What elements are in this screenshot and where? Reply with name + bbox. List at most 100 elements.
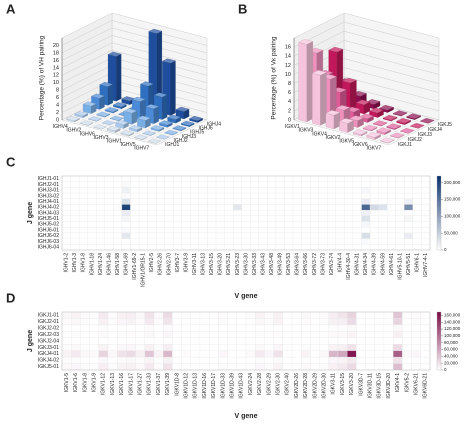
heat-cell xyxy=(255,350,265,358)
heat-cell xyxy=(327,221,337,228)
heat-cell xyxy=(135,337,145,345)
heat-cell xyxy=(284,192,294,199)
heat-cell xyxy=(310,324,320,332)
heat-cell xyxy=(198,227,208,234)
x-category-label: IGHV6 xyxy=(80,131,95,137)
heat-cell xyxy=(190,363,201,371)
bar-face xyxy=(66,116,80,122)
bar xyxy=(312,70,327,126)
bar xyxy=(325,110,341,130)
heat-cell xyxy=(412,238,422,245)
heat-cell xyxy=(369,215,379,222)
heat-cell xyxy=(245,344,256,351)
heat-cell xyxy=(395,238,405,245)
x-tick-label: IGHV7-4-1 xyxy=(423,253,429,277)
heat-cell xyxy=(224,198,234,205)
heat-cell xyxy=(374,344,385,351)
heat-cell xyxy=(284,181,294,188)
heat-cell xyxy=(412,175,422,182)
heat-cell xyxy=(284,198,294,205)
heat-cell xyxy=(144,344,155,351)
heat-cell xyxy=(138,221,148,228)
heat-cell xyxy=(255,344,265,351)
x-tick-label: IGHV3-33 xyxy=(252,253,258,275)
heat-cell xyxy=(61,187,71,194)
heat-cell xyxy=(378,244,388,251)
heat-cell xyxy=(207,221,217,228)
heat-cell xyxy=(199,344,210,351)
heat-cell xyxy=(70,204,80,211)
heat-cell xyxy=(411,324,421,332)
heat-cell xyxy=(301,318,311,326)
heat-cell xyxy=(250,244,259,251)
heat-cell xyxy=(328,337,339,345)
bar xyxy=(419,118,435,124)
heat-cell xyxy=(215,244,225,251)
y-tick-label: IGKJ2-01 xyxy=(38,319,59,325)
heat-cell xyxy=(421,204,431,211)
y-tick-label: IGHJ5-01 xyxy=(38,216,60,222)
heat-cell xyxy=(236,311,247,319)
heat-cell xyxy=(245,356,256,364)
heat-cell xyxy=(387,215,396,222)
heat-cell xyxy=(173,187,182,194)
heat-cell xyxy=(319,356,329,364)
bar-face xyxy=(88,116,102,122)
heat-cell xyxy=(78,175,88,182)
x-tick-label: IGHV1-18 xyxy=(89,253,95,275)
heat-cell xyxy=(173,238,182,245)
heat-cell xyxy=(267,175,277,182)
heat-cell xyxy=(126,350,136,358)
heat-cell xyxy=(71,318,81,326)
heat-cell xyxy=(337,344,348,351)
bar xyxy=(167,114,181,124)
heat-cell xyxy=(181,215,191,222)
bar xyxy=(96,111,111,118)
heat-cell xyxy=(233,232,242,239)
heat-cell xyxy=(236,344,247,351)
heat-cell xyxy=(98,331,109,338)
bar-face xyxy=(158,120,173,126)
y-tick-label: IGKJ2-03 xyxy=(38,332,59,338)
heat-cell xyxy=(404,244,414,251)
heat-cell xyxy=(181,198,191,205)
heat-cell xyxy=(344,175,354,182)
heat-cell xyxy=(181,192,191,199)
x-tick-label: IGKV2D-28 xyxy=(303,373,309,399)
heat-cell xyxy=(104,232,114,239)
heat-cell xyxy=(113,192,123,199)
heat-cell xyxy=(130,221,140,228)
heat-cell xyxy=(273,344,283,351)
heat-cell xyxy=(218,344,228,351)
heat-cell xyxy=(215,192,225,199)
heat-cell xyxy=(61,244,71,251)
heat-cell xyxy=(327,175,337,182)
series-label: IGKJ5 xyxy=(438,122,452,128)
heat-cell xyxy=(301,221,311,228)
x-tick-label: IGKV3D-7 xyxy=(358,373,364,396)
bar-face xyxy=(379,105,394,111)
heat-cell xyxy=(236,363,247,371)
heat-cell xyxy=(224,181,234,188)
heat-cell xyxy=(130,210,140,216)
heat-cell xyxy=(144,356,155,364)
heat-cell xyxy=(236,331,247,338)
x-tick-label: IGKV1-6 xyxy=(73,373,79,392)
bar-face xyxy=(116,53,122,102)
heat-cell xyxy=(173,192,182,199)
x-category-label: IGKV5 xyxy=(339,138,354,144)
heat-cell xyxy=(328,363,339,371)
y-axis-label: Percentage (%) of Vκ pairing xyxy=(271,36,278,119)
heat-cell xyxy=(361,181,371,188)
x-tick-label: IGHV1-69-2 xyxy=(132,253,138,280)
x-axis-label: V gene xyxy=(235,413,258,420)
heat-cell xyxy=(147,175,157,182)
heat-cell xyxy=(207,175,217,182)
heat-cell xyxy=(301,181,311,188)
heat-cell xyxy=(282,318,293,326)
series-label: IGKJ1 xyxy=(398,142,412,148)
x-tick-label: IGKV1-13 xyxy=(110,373,116,395)
heat-cell xyxy=(369,221,379,228)
heat-cell xyxy=(412,204,422,211)
y-tick-label: IGKJ3-01 xyxy=(38,345,59,351)
